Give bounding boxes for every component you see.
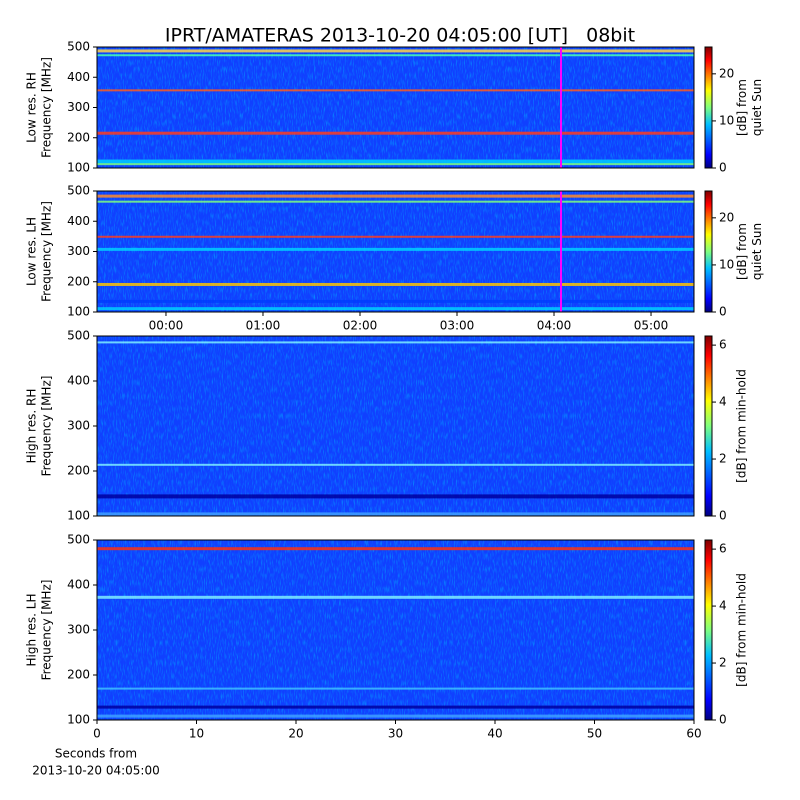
y-tick-label: 400 — [67, 70, 90, 84]
colorbar-label: [dB] from min-hold — [735, 369, 749, 483]
colorbar — [704, 335, 713, 517]
colorbar-tick-label: 10 — [719, 257, 734, 271]
figure-title: IPRT/AMATERAS 2013-10-20 04:05:00 [UT] 0… — [165, 25, 635, 47]
spectrogram-texture — [97, 540, 694, 720]
spectrogram-band — [97, 341, 694, 344]
y-tick-label: 300 — [67, 244, 90, 258]
y-tick-label: 100 — [67, 305, 90, 319]
y-tick-label: 100 — [67, 713, 90, 727]
spectrogram-band — [97, 494, 694, 499]
colorbar-tick-label: 0 — [719, 509, 727, 523]
y-axis-label: High res. RH — [25, 389, 39, 464]
colorbar-tick-label: 2 — [719, 656, 727, 670]
y-tick-label: 200 — [67, 464, 90, 478]
x-tick-label: 00:00 — [149, 319, 184, 333]
x-tick-label: 20 — [288, 727, 303, 741]
spectrogram-band — [97, 282, 694, 286]
y-axis-label: Low res. RH — [25, 72, 39, 143]
x-tick-label: 10 — [189, 727, 204, 741]
spectrogram-band — [97, 714, 694, 718]
y-axis-label: High res. LH — [25, 593, 39, 666]
x-tick-label: 02:00 — [343, 319, 378, 333]
spectrogram-band — [97, 247, 694, 251]
x-tick-label: 01:00 — [246, 319, 281, 333]
spectrogram-band — [97, 512, 694, 516]
y-axis-label: Frequency [MHz] — [40, 376, 54, 477]
y-tick-label: 100 — [67, 509, 90, 523]
colorbar-tick-label: 0 — [719, 713, 727, 727]
spectrogram-texture — [97, 47, 694, 168]
y-tick-label: 300 — [67, 100, 90, 114]
spectrogram-band — [97, 200, 694, 203]
spectrogram-band — [97, 163, 694, 166]
spectrogram-band — [97, 547, 694, 551]
y-tick-label: 200 — [67, 130, 90, 144]
spectrogram-band — [97, 54, 694, 57]
colorbar — [704, 539, 713, 721]
spectrogram-band — [97, 705, 694, 709]
colorbar-tick-label: 0 — [719, 305, 727, 319]
colorbar-label: [dB] from min-hold — [735, 573, 749, 687]
x-tick-label: 60 — [686, 727, 701, 741]
colorbar-label: quiet Sun — [750, 79, 764, 136]
y-tick-label: 500 — [67, 40, 90, 54]
colorbar-label: [dB] from — [735, 79, 749, 136]
y-tick-label: 500 — [67, 533, 90, 547]
colorbar — [704, 190, 713, 313]
colorbar-tick-label: 6 — [719, 542, 727, 556]
x-tick-label: 03:00 — [440, 319, 475, 333]
y-tick-label: 500 — [67, 184, 90, 198]
colorbar-tick-label: 6 — [719, 338, 727, 352]
spectrogram-band — [97, 131, 694, 135]
spectrogram-band — [97, 687, 694, 690]
x-axis-label: 2013-10-20 04:05:00 — [32, 764, 159, 778]
x-tick-label: 05:00 — [634, 319, 669, 333]
spectrogram-band — [97, 89, 694, 92]
y-tick-label: 100 — [67, 161, 90, 175]
spectrogram-band — [97, 159, 694, 164]
spectrogram-texture — [97, 191, 694, 312]
y-tick-label: 400 — [67, 374, 90, 388]
colorbar — [704, 46, 713, 169]
spectrogram-band — [97, 307, 694, 311]
colorbar-tick-label: 20 — [719, 66, 734, 80]
spectrogram-band — [97, 49, 694, 53]
y-axis-label: Low res. LH — [25, 217, 39, 286]
y-tick-label: 300 — [67, 419, 90, 433]
colorbar-tick-label: 10 — [719, 113, 734, 127]
colorbar-label: quiet Sun — [750, 223, 764, 280]
colorbar-tick-label: 4 — [719, 395, 727, 409]
spectrogram-band — [97, 299, 694, 303]
y-tick-label: 400 — [67, 578, 90, 592]
x-tick-label: 50 — [587, 727, 602, 741]
colorbar-label: [dB] from — [735, 223, 749, 280]
colorbar-tick-label: 2 — [719, 452, 727, 466]
spectrogram-texture — [97, 336, 694, 516]
spectrogram-band — [97, 235, 694, 238]
x-tick-label: 40 — [487, 727, 502, 741]
y-tick-label: 200 — [67, 274, 90, 288]
colorbar-tick-label: 20 — [719, 210, 734, 224]
y-tick-label: 300 — [67, 623, 90, 637]
y-axis-label: Frequency [MHz] — [40, 201, 54, 302]
spectrogram-band — [97, 595, 694, 599]
spectrogram-band — [97, 194, 694, 198]
x-tick-label: 04:00 — [537, 319, 572, 333]
y-tick-label: 400 — [67, 214, 90, 228]
x-axis-label: Seconds from — [55, 747, 137, 761]
colorbar-tick-label: 0 — [719, 161, 727, 175]
colorbar-tick-label: 4 — [719, 599, 727, 613]
x-tick-label: 30 — [388, 727, 403, 741]
y-tick-label: 500 — [67, 329, 90, 343]
spectrogram-band — [97, 463, 694, 466]
y-axis-label: Frequency [MHz] — [40, 57, 54, 158]
y-axis-label: Frequency [MHz] — [40, 580, 54, 681]
x-tick-label: 0 — [93, 727, 101, 741]
y-tick-label: 200 — [67, 668, 90, 682]
